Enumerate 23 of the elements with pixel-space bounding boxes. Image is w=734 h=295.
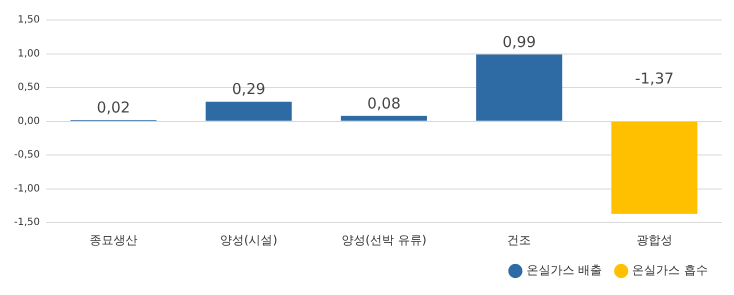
- y-tick-label: -0,50: [14, 150, 40, 161]
- data-label: 0,99: [502, 32, 536, 51]
- x-tick-label: 광합성: [636, 232, 672, 247]
- x-tick-label: 종묘생산: [89, 232, 138, 247]
- legend-label: 온실가스 흡수: [632, 263, 708, 278]
- x-tick-label: 건조: [507, 232, 532, 247]
- y-tick-label: 1,50: [18, 14, 40, 26]
- bar: [206, 102, 292, 121]
- bar: [340, 116, 427, 121]
- bar: [611, 122, 698, 214]
- y-tick-label: -1,50: [14, 217, 40, 228]
- bar: [476, 54, 562, 121]
- data-label: 0,29: [232, 80, 266, 98]
- legend-label: 온실가스 배출: [526, 263, 602, 278]
- y-tick-label: -1,00: [14, 183, 40, 194]
- data-label: 0,02: [96, 98, 130, 116]
- x-tick-label: 양성(선박 유류): [341, 232, 427, 247]
- data-label: 0,08: [367, 94, 401, 112]
- y-tick-label: 0,00: [18, 116, 40, 127]
- y-tick-label: 0,50: [18, 82, 40, 94]
- data-label: -1,37: [634, 70, 674, 88]
- y-tick-label: 1,00: [18, 48, 40, 60]
- x-tick-label: 양성(시설): [220, 232, 278, 247]
